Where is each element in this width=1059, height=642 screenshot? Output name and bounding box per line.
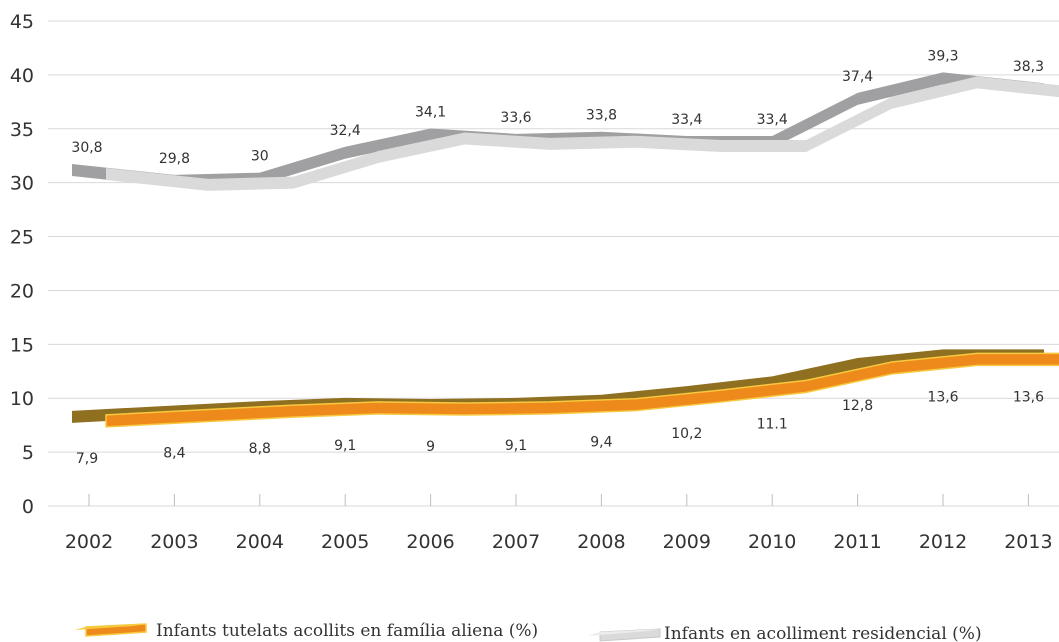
foster-series-front-band xyxy=(105,352,1059,428)
x-tick-label: 2002 xyxy=(65,531,113,553)
y-tick-label: 10 xyxy=(10,388,34,410)
series-ribbons xyxy=(72,72,1059,428)
x-tick-label: 2013 xyxy=(1004,531,1052,553)
data-label: 7,9 xyxy=(76,451,98,467)
data-label: 9,4 xyxy=(590,435,612,451)
x-tick-label: 2008 xyxy=(577,531,625,553)
data-label: 37,4 xyxy=(842,69,873,85)
x-tick-label: 2007 xyxy=(492,531,540,553)
data-label: 33,4 xyxy=(671,112,702,128)
x-tick-label: 2004 xyxy=(236,531,284,553)
data-label: 8,8 xyxy=(249,441,271,457)
residential-series-back-band xyxy=(72,72,1044,187)
y-tick-label: 45 xyxy=(10,11,34,33)
data-label: 9,1 xyxy=(334,438,356,454)
y-tick-label: 15 xyxy=(10,334,34,356)
data-label: 9,1 xyxy=(505,438,527,454)
data-label: 34,1 xyxy=(415,104,446,120)
x-tick-label: 2009 xyxy=(663,531,711,553)
y-tick-label: 20 xyxy=(10,280,34,302)
x-axis-ticks: 2002 2003 2004 2005 2006 2007 2008 2009 2010 2011… xyxy=(65,494,1053,553)
x-tick-label: 2012 xyxy=(919,531,967,553)
legend-swatch-residential-top xyxy=(588,629,660,636)
data-label: 30 xyxy=(251,149,269,165)
data-label: 39,3 xyxy=(927,48,958,64)
data-label: 33,6 xyxy=(500,110,531,126)
x-tick-label: 2003 xyxy=(150,531,198,553)
data-label: 12,8 xyxy=(842,398,873,414)
x-tick-label: 2010 xyxy=(748,531,796,553)
y-tick-label: 5 xyxy=(22,442,34,464)
legend: Infants tutelats acollits en família ali… xyxy=(74,621,982,642)
data-label: 10,2 xyxy=(671,426,702,442)
y-tick-label: 35 xyxy=(10,119,34,141)
y-tick-label: 0 xyxy=(22,496,34,518)
data-label: 13,6 xyxy=(927,389,958,405)
x-tick-label: 2005 xyxy=(321,531,369,553)
residential-series-front-band xyxy=(106,76,1059,191)
data-label: 8,4 xyxy=(163,445,185,461)
y-tick-label: 40 xyxy=(10,65,34,87)
data-label: 30,8 xyxy=(71,140,102,156)
x-tick-label: 2011 xyxy=(833,531,881,553)
data-label: 38,3 xyxy=(1013,59,1044,75)
data-label: 11.1 xyxy=(757,416,788,432)
x-tick-label: 2006 xyxy=(406,531,454,553)
data-label: 32,4 xyxy=(330,123,361,139)
legend-label-foster: Infants tutelats acollits en família ali… xyxy=(156,621,538,641)
data-label: 33,8 xyxy=(586,108,617,124)
legend-label-residential: Infants en acolliment residencial (%) xyxy=(664,624,982,642)
data-label: 33,4 xyxy=(757,112,788,128)
data-label: 9 xyxy=(426,439,435,455)
y-axis-ticks: 0 5 10 15 20 25 30 35 40 45 xyxy=(10,11,34,518)
y-tick-label: 30 xyxy=(10,173,34,195)
data-label: 29,8 xyxy=(159,151,190,167)
data-label: 13,6 xyxy=(1013,389,1044,405)
data-labels: 30,8 29,8 30 32,4 34,1 33,6 33,8 33,4 33,4 37,4 39… xyxy=(71,48,1044,466)
legend-swatch-foster-top xyxy=(74,624,146,630)
y-tick-label: 25 xyxy=(10,227,34,249)
